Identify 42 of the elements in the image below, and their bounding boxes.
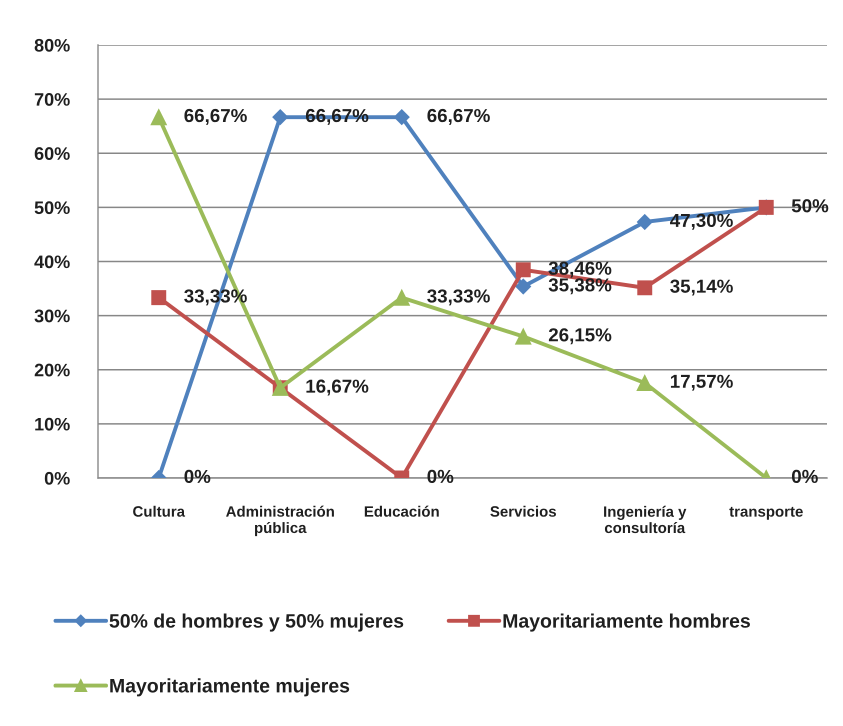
point xyxy=(636,374,653,392)
point xyxy=(150,108,167,126)
data-label: 0% xyxy=(184,470,210,484)
data-label: 50% xyxy=(792,199,828,212)
point xyxy=(394,109,410,126)
y-tick-label: 50% xyxy=(34,201,70,214)
y-tick-label: 20% xyxy=(34,364,70,376)
x-tick-label: Cultura xyxy=(133,506,186,517)
y-tick-label: 10% xyxy=(35,418,70,431)
data-label: 66,67% xyxy=(427,108,490,125)
legend-label: Mayoritariamente mujeres xyxy=(110,678,350,696)
point xyxy=(151,290,166,306)
point xyxy=(394,289,410,306)
point xyxy=(516,262,531,278)
data-label: 33,33% xyxy=(427,289,490,306)
point xyxy=(272,109,288,126)
x-tick-label: transporte xyxy=(729,506,803,520)
y-tick-label: 30% xyxy=(34,310,70,322)
x-tick-label: Servicios xyxy=(490,506,556,517)
legend-label: 50% de hombres y 50% mujeres xyxy=(110,614,404,632)
y-tick-label: 40% xyxy=(34,255,70,268)
data-label: 0% xyxy=(427,470,454,484)
data-label: 35,14% xyxy=(670,280,733,296)
x-tick-label: Administración pública xyxy=(226,506,334,536)
y-tick-label: 80% xyxy=(34,38,70,52)
point xyxy=(636,214,653,230)
data-label: 0% xyxy=(792,470,818,484)
point xyxy=(515,328,532,345)
data-label: 47,30% xyxy=(670,214,733,230)
point xyxy=(637,280,652,296)
x-tick-label: Educación xyxy=(364,506,439,517)
data-label: 66,67% xyxy=(184,108,247,125)
data-label: 35,38% xyxy=(548,278,612,294)
point xyxy=(515,278,532,294)
data-label: 17,57% xyxy=(670,374,733,391)
y-tick-label: 70% xyxy=(34,93,70,106)
data-label: 16,67% xyxy=(306,380,368,396)
x-tick-label: Ingeniería y consultoría xyxy=(604,506,686,534)
y-tick-label: 0% xyxy=(44,472,70,485)
data-label: 26,15% xyxy=(548,328,612,344)
legend-label: Mayoritariamente hombres xyxy=(504,614,750,632)
y-tick-label: 60% xyxy=(34,147,70,160)
